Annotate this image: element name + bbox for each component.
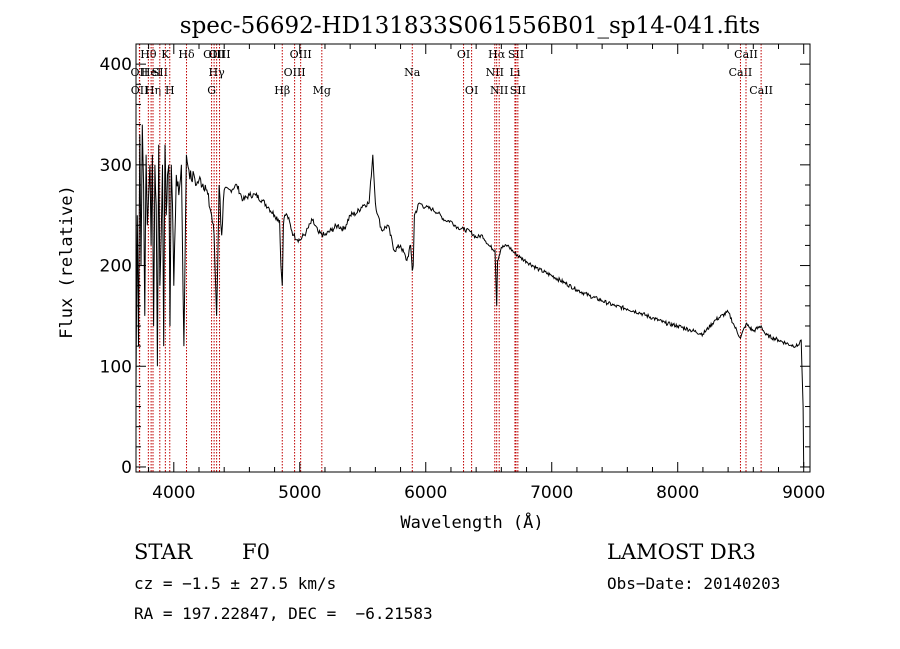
spectral-line-label: Li bbox=[510, 66, 521, 79]
spectral-line-label: OII bbox=[131, 84, 149, 97]
y-axis-label: Flux (relative) bbox=[57, 185, 77, 339]
x-tick-label: 5000 bbox=[278, 483, 321, 503]
y-tick-label: 100 bbox=[100, 357, 132, 377]
spectral-line-label: NII bbox=[490, 84, 508, 97]
observation-date: Obs−Date: 20140203 bbox=[607, 574, 781, 593]
spectral-line-label: Hδ bbox=[178, 48, 195, 61]
spectral-line-label: CaII bbox=[729, 66, 753, 79]
spectral-line-label: Hθ bbox=[140, 48, 157, 61]
x-tick-label: 6000 bbox=[404, 483, 447, 503]
spectral-line-label: Hγ bbox=[209, 66, 226, 79]
spectral-line-label: OIII bbox=[208, 48, 230, 61]
y-tick-label: 300 bbox=[100, 156, 132, 176]
spectral-line-label: SII bbox=[508, 48, 524, 61]
spectral-line-label: Na bbox=[404, 66, 421, 79]
axes: 4000 5000 6000 7000 8000 9000 0 100 200 300 400 bbox=[100, 43, 825, 503]
spectral-line-label: SII bbox=[510, 84, 526, 97]
spectral-line-label: CaII bbox=[749, 84, 773, 97]
survey-name: LAMOST DR3 bbox=[607, 540, 756, 564]
spectral-line-label: CaII bbox=[734, 48, 758, 61]
x-axis-label: Wavelength (Å) bbox=[400, 511, 543, 533]
spectrum-line bbox=[135, 124, 805, 468]
object-class: STAR bbox=[134, 540, 193, 564]
coordinates-readout: RA = 197.22847, DEC = −6.21583 bbox=[134, 604, 433, 623]
spectral-line-label: NII bbox=[486, 66, 504, 79]
x-tick-label: 8000 bbox=[656, 483, 699, 503]
spectral-line-label: OI bbox=[465, 84, 478, 97]
spectral-line-label: OIII bbox=[284, 66, 306, 79]
spectral-line-label: G bbox=[207, 84, 216, 97]
chart-title: spec-56692-HD131833S061556B01_sp14-041.f… bbox=[180, 13, 760, 39]
spectral-line-label: K bbox=[161, 48, 170, 61]
y-tick-label: 400 bbox=[100, 55, 132, 75]
object-subclass: F0 bbox=[242, 540, 270, 564]
x-tick-label: 4000 bbox=[152, 483, 195, 503]
spectral-line-label: H bbox=[165, 84, 175, 97]
series-layer bbox=[135, 124, 805, 468]
spectral-line-label: OI bbox=[457, 48, 470, 61]
spectral-line-label: HeI bbox=[141, 66, 161, 79]
redshift-readout: cz = −1.5 ± 27.5 km/s bbox=[134, 574, 337, 593]
spectral-line-label: Hα bbox=[488, 48, 506, 61]
spectral-line-label: Hη bbox=[145, 84, 161, 97]
x-tick-label: 9000 bbox=[782, 483, 825, 503]
x-tick-label: 7000 bbox=[530, 483, 573, 503]
spectral-line-label: OIII bbox=[290, 48, 312, 61]
spectral-line-label: Hβ bbox=[274, 84, 290, 97]
y-tick-label: 0 bbox=[121, 458, 132, 478]
y-tick-label: 200 bbox=[100, 257, 132, 277]
plot-frame bbox=[135, 43, 811, 473]
spectral-line-label: Mg bbox=[313, 84, 331, 97]
spectral-line-label: SII bbox=[152, 66, 168, 79]
